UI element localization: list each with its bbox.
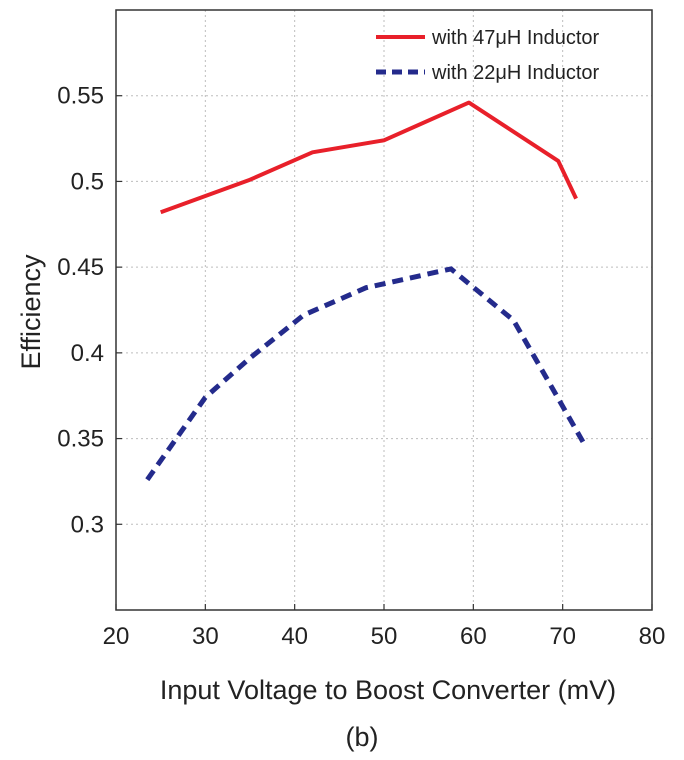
series-line-1 [145,266,588,482]
y-tick-label: 0.5 [71,168,104,195]
x-tick-label: 60 [460,623,487,650]
y-axis-ticks: 0.3 0.35 0.4 0.45 0.5 0.55 [57,83,122,538]
series-line-0 [160,100,578,215]
y-tick-label: 0.3 [71,511,104,538]
x-axis-ticks: 20 30 40 50 60 70 80 [103,604,666,650]
legend: with 47μH Inductor with 22μH Inductor [376,27,599,84]
y-tick-label: 0.35 [57,426,104,453]
legend-label-22uh: with 22μH Inductor [431,62,599,84]
x-tick-label: 70 [549,623,576,650]
y-tick-label: 0.45 [57,254,104,281]
x-axis-title: Input Voltage to Boost Converter (mV) [160,675,616,705]
series-lines [145,100,588,482]
x-tick-label: 30 [192,623,219,650]
figure-caption: (b) [346,722,379,752]
y-tick-label: 0.4 [71,340,104,367]
x-tick-label: 20 [103,623,130,650]
grid [116,10,652,610]
y-axis-title: Efficiency [16,254,46,370]
x-tick-label: 50 [371,623,398,650]
y-tick-label: 0.55 [57,83,104,110]
x-tick-label: 40 [281,623,308,650]
x-tick-label: 80 [639,623,666,650]
legend-label-47uh: with 47μH Inductor [431,27,599,49]
